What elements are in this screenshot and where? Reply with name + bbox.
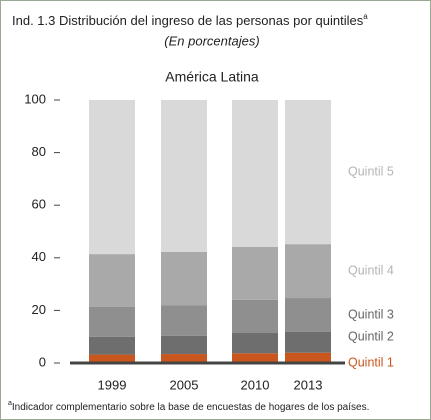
bar-segment — [232, 247, 278, 300]
x-tick-label: 2013 — [294, 377, 323, 392]
legend-label: Quintil 1 — [348, 355, 394, 369]
legend-label: Quintil 2 — [348, 330, 394, 344]
footnote-text: Indicador complementario sobre la base d… — [12, 402, 369, 413]
bar-segment — [285, 298, 331, 332]
x-tick-label: 2005 — [170, 377, 199, 392]
bar-segment — [161, 354, 207, 363]
bar-segment — [89, 254, 135, 307]
y-tick-label: 100 — [24, 91, 46, 106]
footnote: aIndicador complementario sobre la base … — [8, 400, 369, 413]
x-tick-label: 2010 — [241, 377, 270, 392]
bar-segment — [232, 100, 278, 248]
bar-segment — [285, 100, 331, 245]
legend-label: Quintil 4 — [348, 263, 394, 277]
legend-label: Quintil 5 — [348, 164, 394, 178]
y-tick-label: 60 — [32, 197, 46, 212]
bar-segment — [161, 305, 207, 336]
bar-segment — [89, 354, 135, 363]
bar-segment — [161, 100, 207, 253]
bar-segment — [232, 353, 278, 363]
bar-segment — [89, 100, 135, 255]
title-text: Ind. 1.3 Distribución del ingreso de las… — [12, 13, 364, 28]
bar-segment — [232, 299, 278, 334]
bar-segment — [161, 335, 207, 355]
x-tick-label: 1999 — [98, 377, 127, 392]
y-tick-label: 0 — [39, 354, 46, 369]
bar-segment — [285, 352, 331, 363]
bar-segment — [89, 306, 135, 337]
subtitle: (En porcentajes) — [164, 33, 259, 48]
footnote-marker: a — [8, 400, 12, 407]
title-marker: a — [363, 12, 368, 21]
y-tick-label: 80 — [32, 144, 46, 159]
bar-segment — [89, 336, 135, 355]
y-tick-label: 40 — [32, 249, 46, 264]
bar-segment — [161, 252, 207, 306]
legend-label: Quintil 3 — [348, 307, 394, 321]
bar-segment — [285, 331, 331, 353]
bar-segment — [285, 244, 331, 299]
panel-title: América Latina — [165, 69, 259, 85]
chart-title: Ind. 1.3 Distribución del ingreso de las… — [12, 12, 368, 28]
bar-segment — [232, 333, 278, 354]
y-tick-label: 20 — [32, 302, 46, 317]
